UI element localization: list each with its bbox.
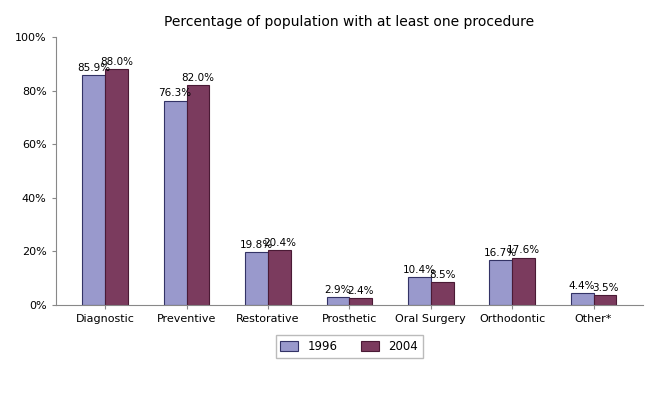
- Bar: [326, 297, 349, 305]
- Text: 8.5%: 8.5%: [429, 270, 455, 280]
- Text: 2.4%: 2.4%: [347, 286, 374, 296]
- Text: 4.4%: 4.4%: [569, 281, 595, 291]
- Text: 82.0%: 82.0%: [182, 73, 215, 83]
- Text: 17.6%: 17.6%: [507, 245, 540, 255]
- Bar: [268, 250, 291, 305]
- Text: 19.8%: 19.8%: [240, 240, 273, 250]
- Bar: [349, 298, 372, 305]
- Bar: [186, 85, 209, 305]
- Bar: [245, 252, 268, 305]
- Bar: [164, 100, 186, 305]
- Bar: [512, 257, 535, 305]
- Text: 88.0%: 88.0%: [100, 57, 133, 67]
- Text: 16.7%: 16.7%: [484, 248, 517, 258]
- Text: 2.9%: 2.9%: [324, 285, 351, 295]
- Text: 85.9%: 85.9%: [77, 63, 111, 73]
- Bar: [431, 282, 453, 305]
- Legend: 1996, 2004: 1996, 2004: [276, 335, 423, 358]
- Bar: [105, 69, 128, 305]
- Bar: [570, 293, 594, 305]
- Bar: [490, 260, 512, 305]
- Text: 10.4%: 10.4%: [403, 265, 436, 275]
- Bar: [408, 277, 431, 305]
- Bar: [82, 75, 105, 305]
- Title: Percentage of population with at least one procedure: Percentage of population with at least o…: [164, 15, 534, 29]
- Text: 76.3%: 76.3%: [159, 88, 191, 98]
- Bar: [594, 295, 617, 305]
- Text: 3.5%: 3.5%: [592, 283, 618, 293]
- Text: 20.4%: 20.4%: [263, 238, 296, 248]
